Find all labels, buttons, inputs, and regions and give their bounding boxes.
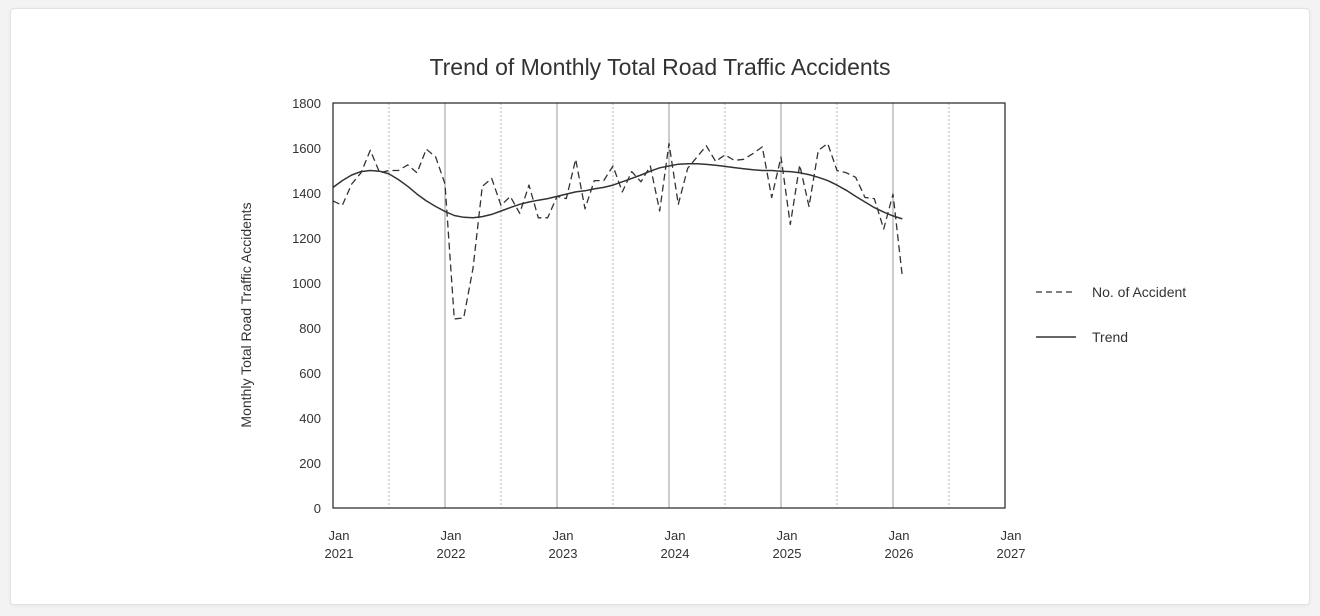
y-tick-label: 0 xyxy=(314,501,321,516)
x-tick-month: Jan xyxy=(889,528,910,543)
x-tick-year: 2022 xyxy=(437,546,466,561)
x-tick-label: Jan 2027 xyxy=(997,528,1026,561)
series-line-accidents xyxy=(332,142,903,320)
x-tick-label: Jan 2024 xyxy=(661,528,690,561)
x-tick-label: Jan 2026 xyxy=(885,528,914,561)
y-tick-label: 1400 xyxy=(292,186,321,201)
chart-card xyxy=(10,8,1310,605)
legend-item: Trend xyxy=(1036,329,1128,345)
legend-item: No. of Accident xyxy=(1036,284,1186,300)
y-axis-ticks: 0 200 400 600 800 1000 1200 1400 1600 1800 xyxy=(292,96,321,516)
x-tick-month: Jan xyxy=(665,528,686,543)
x-tick-year: 2023 xyxy=(549,546,578,561)
x-tick-month: Jan xyxy=(553,528,574,543)
x-tick-label: Jan 2022 xyxy=(437,528,466,561)
gridlines xyxy=(388,103,950,508)
x-tick-month: Jan xyxy=(777,528,798,543)
x-tick-label: Jan 2025 xyxy=(773,528,802,561)
series-group xyxy=(332,142,903,320)
chart-title: Trend of Monthly Total Road Traffic Acci… xyxy=(429,54,890,80)
series-line-trend xyxy=(332,163,903,220)
y-tick-label: 1800 xyxy=(292,96,321,111)
legend-label: Trend xyxy=(1092,329,1128,345)
x-tick-month: Jan xyxy=(441,528,462,543)
legend: No. of Accident Trend xyxy=(1036,284,1186,345)
x-tick-year: 2024 xyxy=(661,546,690,561)
y-tick-label: 800 xyxy=(299,321,321,336)
y-tick-label: 1200 xyxy=(292,231,321,246)
x-tick-label: Jan 2023 xyxy=(549,528,578,561)
x-tick-year: 2025 xyxy=(773,546,802,561)
y-tick-label: 1600 xyxy=(292,141,321,156)
y-tick-label: 400 xyxy=(299,411,321,426)
x-tick-month: Jan xyxy=(329,528,350,543)
x-tick-year: 2026 xyxy=(885,546,914,561)
y-tick-label: 1000 xyxy=(292,276,321,291)
legend-label: No. of Accident xyxy=(1092,284,1186,300)
x-tick-year: 2021 xyxy=(325,546,354,561)
y-tick-label: 600 xyxy=(299,366,321,381)
y-axis-label: Monthly Total Road Traffic Accidents xyxy=(238,202,254,427)
x-tick-label: Jan 2021 xyxy=(325,528,354,561)
x-tick-year: 2027 xyxy=(997,546,1026,561)
x-tick-month: Jan xyxy=(1001,528,1022,543)
plot-frame xyxy=(332,102,1006,509)
x-axis-ticks: Jan 2021 Jan 2022 Jan 2023 Jan 2024 Jan 2025 Jan 20… xyxy=(325,528,1026,561)
y-tick-label: 200 xyxy=(299,456,321,471)
